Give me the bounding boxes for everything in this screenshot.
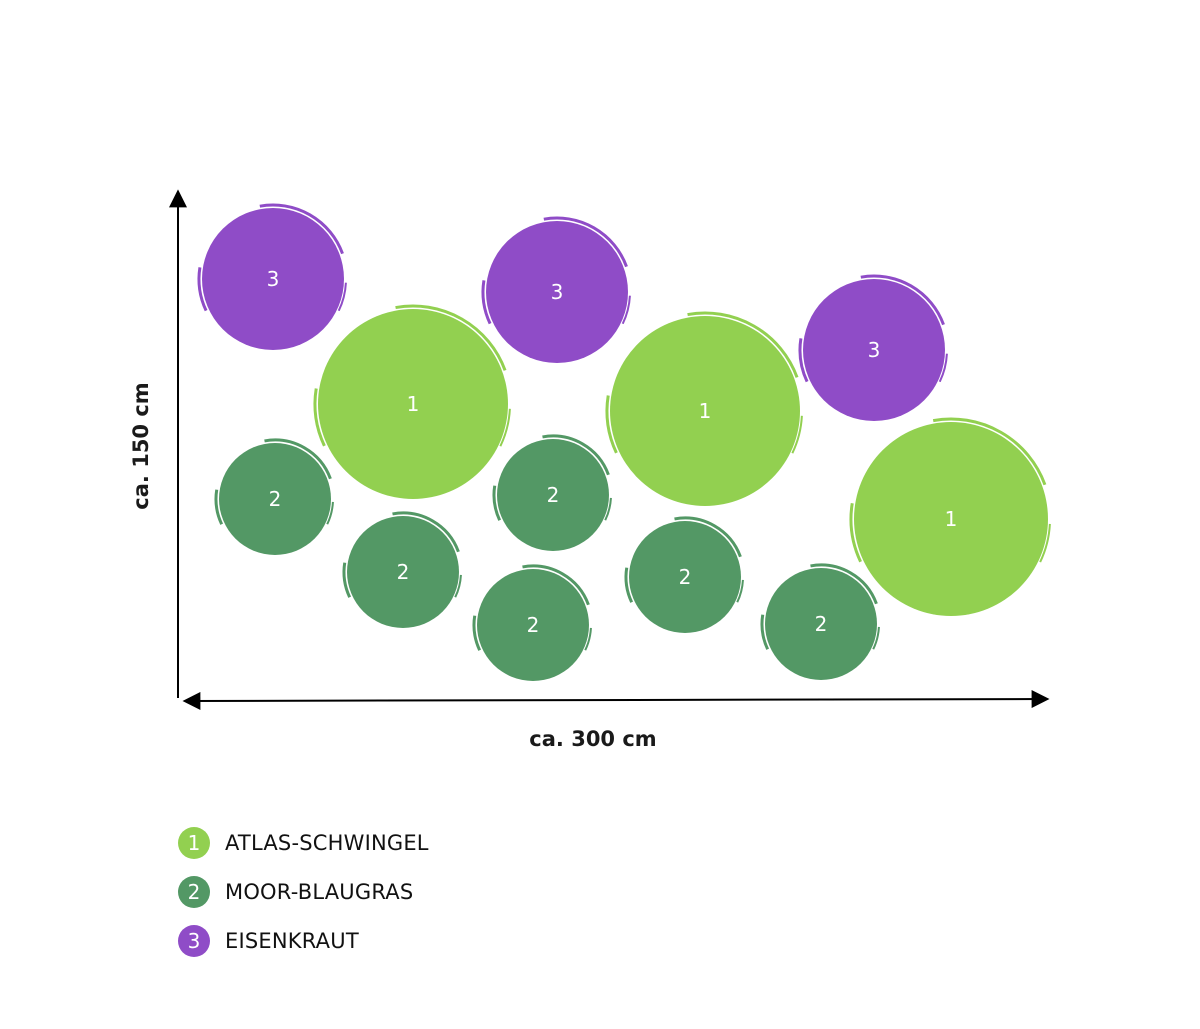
brush-stroke <box>395 304 507 371</box>
plant-circle <box>497 439 609 551</box>
width-label: ca. 300 cm <box>529 727 656 751</box>
legend-marker-3: 3 <box>178 924 210 957</box>
brush-stroke <box>860 274 945 326</box>
legend-label: MOOR-BLAUGRAS <box>225 879 414 904</box>
brush-stroke <box>454 574 462 598</box>
plant-circle <box>318 309 508 499</box>
legend: 1 ATLAS-SCHWINGEL 2 MOOR-BLAUGRAS 3 EISE… <box>178 818 578 965</box>
brush-stroke <box>326 501 334 525</box>
plant-number: 2 <box>679 565 692 589</box>
plant-circle <box>347 516 459 628</box>
brush-stroke <box>481 280 492 325</box>
plant-circle <box>803 279 945 421</box>
plant-number: 2 <box>547 483 560 507</box>
brush-stroke <box>872 626 880 650</box>
brush-stroke <box>584 627 592 651</box>
plant-moor: 2 <box>624 516 744 633</box>
brush-stroke <box>197 267 208 312</box>
brush-stroke <box>342 562 352 598</box>
plant-moor: 2 <box>492 434 612 551</box>
brush-stroke <box>605 395 618 454</box>
brush-stroke <box>624 567 634 603</box>
plant-atlas: 1 <box>313 304 511 499</box>
brush-stroke <box>499 408 511 447</box>
plant-number: 3 <box>267 267 280 291</box>
brush-stroke <box>674 516 742 558</box>
legend-label: ATLAS-SCHWINGEL <box>225 830 429 855</box>
height-label: ca. 150 cm <box>129 382 153 509</box>
plant-number: 3 <box>551 280 564 304</box>
brush-stroke <box>543 216 628 268</box>
plant-number: 1 <box>407 392 420 416</box>
plant-circles: 3 3 3 1 1 1 2 2 2 2 2 2 <box>197 203 1051 681</box>
plant-eisen: 3 <box>481 216 631 363</box>
brush-stroke <box>264 438 332 480</box>
legend-item-atlas-schwingel: 1 ATLAS-SCHWINGEL <box>178 818 578 867</box>
plant-moor: 2 <box>760 563 880 680</box>
brush-stroke <box>932 417 1047 486</box>
brush-stroke <box>392 511 460 553</box>
width-arrow <box>182 690 1050 710</box>
plant-moor: 2 <box>472 564 592 681</box>
brush-stroke <box>736 579 744 603</box>
plant-moor: 2 <box>214 438 334 555</box>
legend-item-eisenkraut: 3 EISENKRAUT <box>178 916 578 965</box>
brush-stroke <box>522 564 590 606</box>
brush-stroke <box>214 489 224 525</box>
plant-moor: 2 <box>342 511 462 628</box>
legend-item-moor-blaugras: 2 MOOR-BLAUGRAS <box>178 867 578 916</box>
plant-number: 2 <box>527 613 540 637</box>
legend-marker-1: 1 <box>178 826 210 859</box>
plant-number: 3 <box>868 338 881 362</box>
brush-stroke <box>760 614 770 650</box>
plant-number: 2 <box>815 612 828 636</box>
brush-stroke <box>492 485 502 521</box>
plant-eisen: 3 <box>798 274 948 421</box>
brush-stroke <box>687 311 799 378</box>
plant-circle <box>219 443 331 555</box>
plant-circle <box>477 569 589 681</box>
plant-number: 1 <box>945 507 958 531</box>
brush-stroke <box>938 353 948 383</box>
plant-circle <box>486 221 628 363</box>
plant-number: 2 <box>269 487 282 511</box>
plant-circle <box>202 208 344 350</box>
brush-stroke <box>472 615 482 651</box>
brush-stroke <box>1039 523 1051 563</box>
brush-stroke <box>849 502 862 563</box>
brush-stroke <box>798 338 809 383</box>
plant-circle <box>629 521 741 633</box>
plant-circle <box>610 316 800 506</box>
brush-stroke <box>621 295 631 325</box>
legend-marker-2: 2 <box>178 875 210 908</box>
plant-circle <box>854 422 1048 616</box>
brush-stroke <box>604 497 612 521</box>
plant-circle <box>765 568 877 680</box>
brush-stroke <box>313 388 326 447</box>
plant-atlas: 1 <box>605 311 803 506</box>
brush-stroke <box>810 563 878 605</box>
plant-number: 1 <box>699 399 712 423</box>
plant-number: 2 <box>397 560 410 584</box>
brush-stroke <box>259 203 344 255</box>
brush-stroke <box>791 415 803 454</box>
brush-stroke <box>542 434 610 476</box>
legend-label: EISENKRAUT <box>225 928 359 953</box>
plant-atlas: 1 <box>849 417 1051 616</box>
brush-stroke <box>337 282 347 312</box>
plant-eisen: 3 <box>197 203 347 350</box>
